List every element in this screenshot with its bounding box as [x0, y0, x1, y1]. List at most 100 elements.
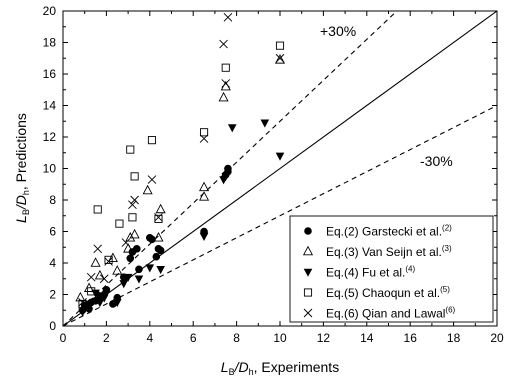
- data-point: [95, 299, 105, 308]
- data-point: [145, 264, 155, 273]
- data-point: [93, 244, 103, 254]
- series-3: [78, 119, 285, 317]
- data-point: [84, 300, 94, 309]
- data-point: [90, 257, 101, 267]
- data-point: [104, 255, 113, 264]
- data-point: [156, 246, 165, 255]
- x-tick-label: 8: [233, 331, 240, 345]
- series-4: [78, 41, 285, 309]
- y-tick-label: 20: [43, 4, 57, 18]
- y-tick-label: 18: [43, 36, 57, 50]
- data-point: [274, 54, 286, 64]
- data-point: [125, 232, 136, 242]
- legend-marker: [304, 227, 312, 235]
- x-tick-label: 14: [360, 331, 374, 345]
- legend-label: Eq.(2) Garstecki et al.(2): [326, 224, 452, 239]
- data-point: [123, 273, 133, 282]
- data-point: [99, 274, 109, 284]
- data-point: [86, 272, 96, 282]
- data-point: [130, 195, 139, 205]
- data-point: [128, 213, 137, 222]
- x-tick-label: 16: [404, 331, 418, 345]
- series-2: [75, 54, 286, 302]
- data-point: [94, 269, 105, 280]
- data-point: [130, 172, 139, 181]
- y-tick-label: 0: [49, 319, 56, 333]
- legend-marker: [303, 308, 313, 318]
- y-tick-label: 12: [43, 130, 57, 144]
- legend-box: [289, 215, 494, 323]
- data-point: [78, 299, 87, 309]
- y-tick-label: 14: [43, 99, 57, 113]
- data-point: [147, 136, 157, 145]
- y-tick-label: 16: [43, 67, 57, 81]
- data-point: [135, 265, 143, 274]
- x-tick-label: 4: [146, 331, 153, 345]
- data-point: [107, 252, 118, 263]
- data-point: [93, 205, 102, 214]
- legend-label: Eq.(4) Fu et al.(4): [326, 265, 415, 280]
- legend-marker: [302, 245, 314, 256]
- data-point: [156, 266, 165, 275]
- data-point: [154, 213, 163, 222]
- data-point: [128, 200, 137, 210]
- x-tick-label: 10: [273, 331, 287, 345]
- data-point: [119, 280, 129, 289]
- y-tick-label: 10: [43, 162, 57, 176]
- reference-line-parity: [63, 11, 497, 326]
- marker-layer: [75, 12, 286, 317]
- text-layer: 0 2 4 6 8 10 12 14 16 18 20 0 2 4 6 8 10 12 14 16 18 20 +30% -3…: [13, 4, 504, 377]
- data-point: [134, 275, 144, 284]
- data-point: [126, 145, 135, 154]
- data-point: [78, 298, 87, 307]
- annotation-minus-30: -30%: [420, 153, 453, 169]
- legend-label: Eq.(6) Qian and Lawal(6): [326, 306, 456, 321]
- data-point: [260, 119, 270, 128]
- x-tick-label: 18: [447, 331, 461, 345]
- legend: Eq.(2) Garstecki et al.(2) Eq.(3) Van Sei…: [289, 215, 494, 323]
- x-tick-label: 0: [60, 331, 67, 345]
- y-tick-label: 6: [49, 225, 56, 239]
- data-point: [275, 41, 285, 50]
- data-point: [199, 191, 210, 201]
- data-point: [104, 257, 113, 266]
- data-point: [102, 285, 111, 294]
- data-point: [142, 184, 153, 195]
- data-point: [153, 232, 164, 242]
- x-tick-label: 12: [317, 331, 331, 345]
- series-5: [78, 12, 285, 307]
- data-point: [123, 243, 134, 253]
- data-point: [87, 287, 96, 296]
- data-point: [221, 173, 231, 182]
- data-point: [223, 12, 233, 22]
- data-point: [199, 134, 209, 143]
- data-point: [275, 53, 285, 63]
- data-point: [126, 254, 135, 263]
- data-point: [75, 291, 86, 302]
- data-point: [121, 238, 131, 247]
- legend-marker: [303, 268, 313, 277]
- data-point: [115, 219, 124, 228]
- data-point: [227, 124, 237, 133]
- y-axis-title: LB/Dh, Predictions: [13, 113, 31, 223]
- data-point: [275, 152, 285, 161]
- legend-label: Eq.(3) Van Seijn et al.(3): [326, 244, 452, 259]
- data-point: [112, 299, 122, 308]
- data-point: [199, 181, 210, 192]
- y-tick-label: 4: [49, 256, 56, 270]
- data-point: [221, 63, 230, 72]
- data-point: [132, 245, 141, 253]
- data-point: [219, 39, 228, 49]
- data-point: [199, 232, 209, 242]
- data-point: [152, 252, 161, 261]
- data-point: [147, 175, 157, 184]
- reference-line-minus-30: [63, 105, 497, 326]
- data-point: [154, 214, 163, 223]
- x-tick-label: 2: [103, 331, 110, 345]
- y-tick-label: 8: [49, 193, 56, 207]
- data-point: [112, 265, 123, 275]
- data-point: [99, 294, 109, 303]
- data-point: [155, 203, 166, 214]
